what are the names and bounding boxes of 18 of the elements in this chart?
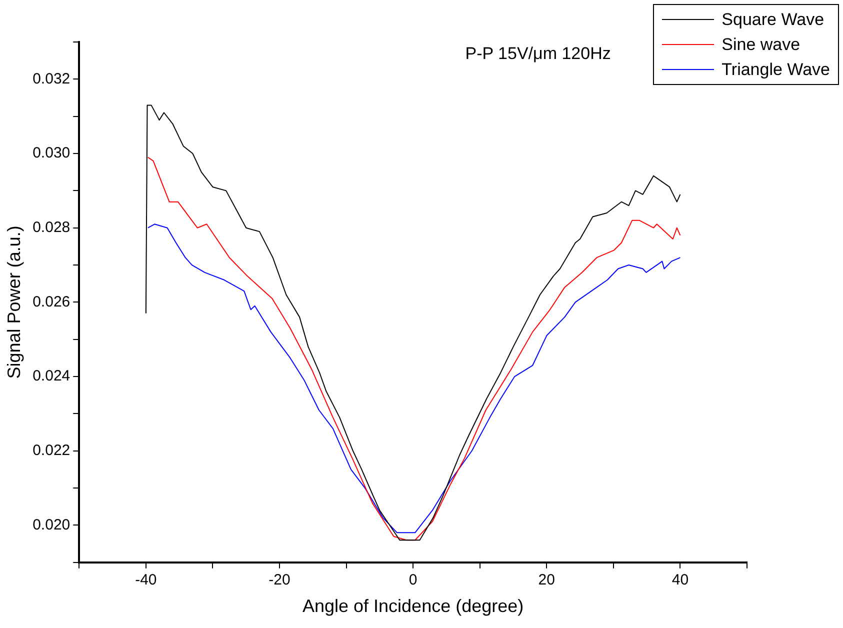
y-tick-label: 0.020 <box>32 516 70 534</box>
legend-label: Triangle Wave <box>722 59 830 81</box>
x-tick-label: -20 <box>268 572 290 589</box>
y-axis-title: Signal Power (a.u.) <box>4 226 24 379</box>
legend-label: Sine wave <box>722 34 800 56</box>
y-tick-label: 0.024 <box>32 368 70 385</box>
x-tick-label: 40 <box>672 572 689 589</box>
x-tick-label: 20 <box>538 572 555 589</box>
y-tick-label: 0.030 <box>32 144 70 162</box>
x-tick-label: -40 <box>135 572 157 589</box>
y-tick-label: 0.028 <box>32 219 70 236</box>
y-tick-label: 0.026 <box>32 293 70 310</box>
chart-title: P-P 15V/μm 120Hz <box>465 44 611 64</box>
y-tick-label: 0.032 <box>32 70 70 88</box>
x-tick-label: 0 <box>408 572 418 589</box>
legend-label: Square Wave <box>722 9 824 31</box>
x-axis-title: Angle of Incidence (degree) <box>302 596 524 616</box>
y-tick-label: 0.022 <box>32 442 70 460</box>
